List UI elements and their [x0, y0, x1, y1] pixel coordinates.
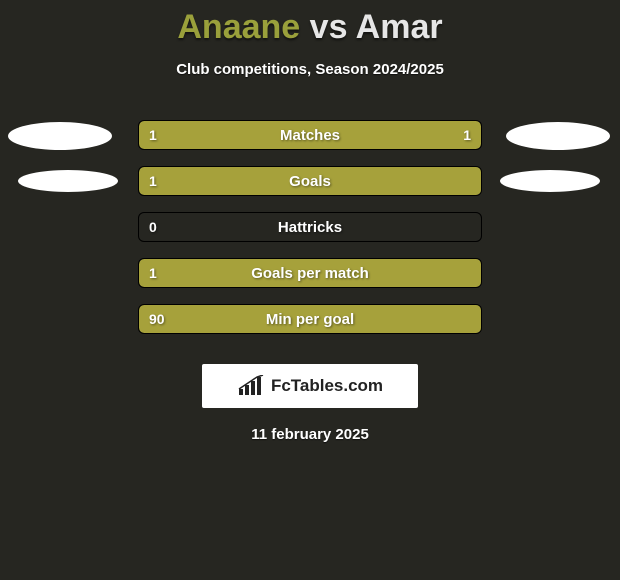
player-b-marker: [506, 122, 610, 150]
player-a-marker: [8, 122, 112, 150]
stat-value-left: 1: [149, 259, 157, 287]
bar-fill-left: [139, 305, 481, 333]
bar-fill-left: [139, 121, 310, 149]
stat-value-left: 0: [149, 213, 157, 241]
stat-bar: 0Hattricks: [138, 212, 482, 242]
site-name: FcTables.com: [271, 376, 383, 396]
stat-value-right: 1: [463, 121, 471, 149]
stat-row: 1Goals per match: [0, 252, 620, 298]
player-b-name: Amar: [356, 8, 443, 46]
stat-label: Hattricks: [139, 213, 481, 241]
vs-label: vs: [310, 8, 348, 46]
stat-bar: 11Matches: [138, 120, 482, 150]
subtitle: Club competitions, Season 2024/2025: [0, 61, 620, 78]
page-title: Anaane vs Amar: [0, 0, 620, 47]
stats-container: 11Matches1Goals0Hattricks1Goals per matc…: [0, 114, 620, 344]
stat-value-left: 1: [149, 121, 157, 149]
player-a-marker: [18, 170, 118, 192]
bar-fill-left: [139, 259, 481, 287]
stat-bar: 1Goals per match: [138, 258, 482, 288]
stat-bar: 90Min per goal: [138, 304, 482, 334]
bar-fill-right: [310, 121, 481, 149]
stat-row: 90Min per goal: [0, 298, 620, 344]
player-a-name: Anaane: [177, 8, 300, 46]
stat-row: 0Hattricks: [0, 206, 620, 252]
chart-icon: [237, 375, 265, 397]
stat-row: 1Goals: [0, 160, 620, 206]
date-label: 11 february 2025: [0, 426, 620, 443]
bar-fill-left: [139, 167, 481, 195]
stat-bar: 1Goals: [138, 166, 482, 196]
player-b-marker: [500, 170, 600, 192]
stat-value-left: 90: [149, 305, 165, 333]
stat-row: 11Matches: [0, 114, 620, 160]
stat-value-left: 1: [149, 167, 157, 195]
site-logo: FcTables.com: [202, 364, 418, 408]
